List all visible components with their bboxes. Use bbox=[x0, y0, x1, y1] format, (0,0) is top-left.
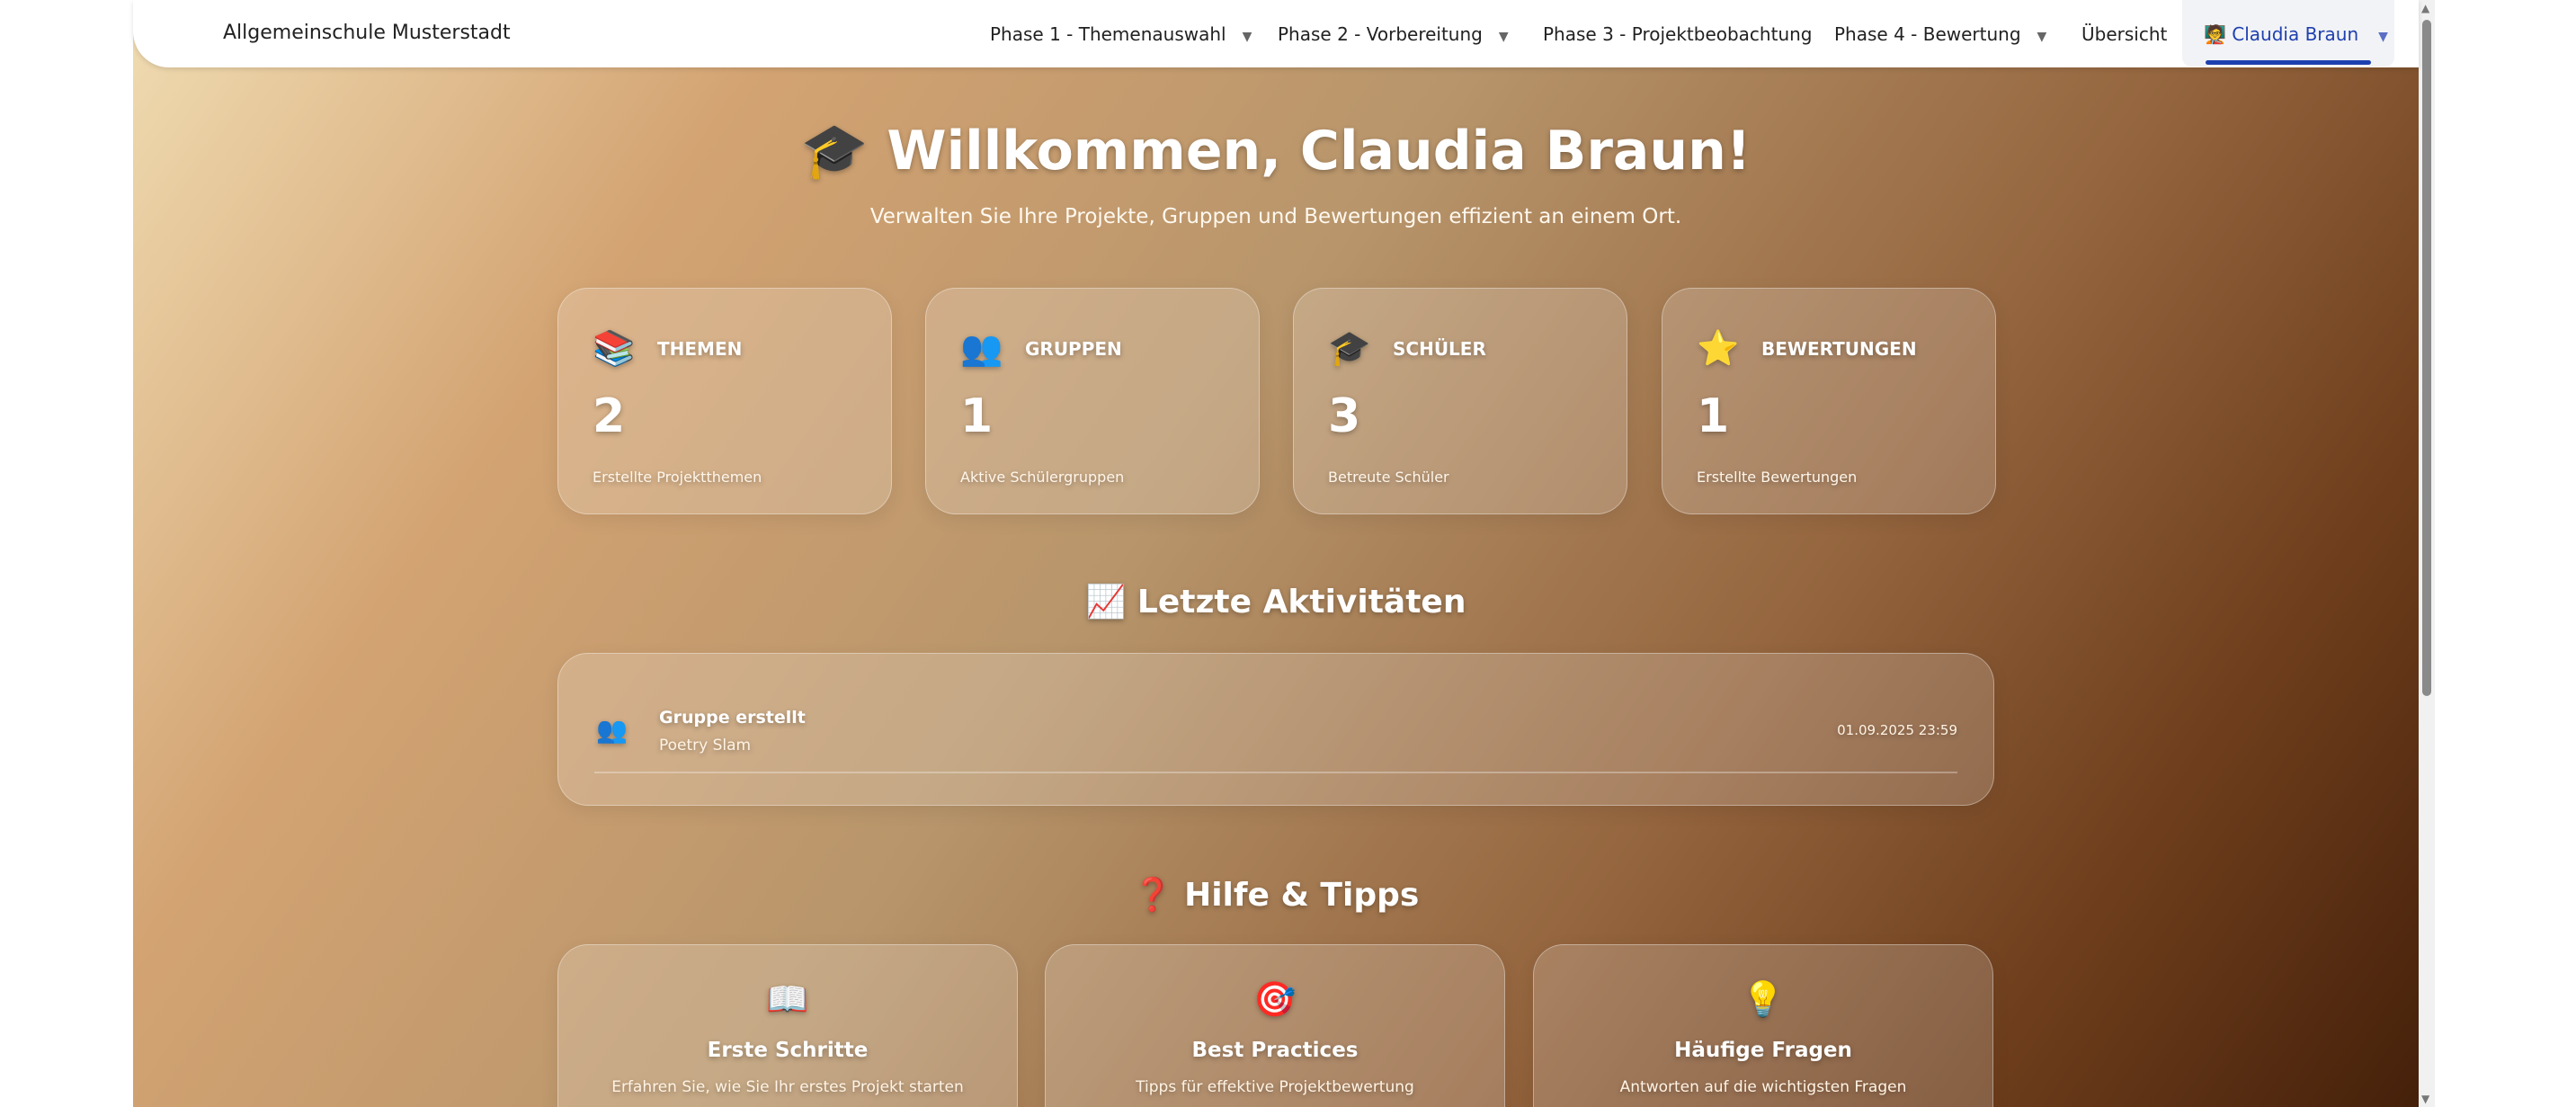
graduation-cap-icon: 🎓 bbox=[1328, 328, 1371, 368]
stat-label: BEWERTUNGEN bbox=[1761, 338, 1917, 360]
stat-card-schueler[interactable]: 🎓 SCHÜLER 3 Betreute Schüler bbox=[1293, 288, 1627, 514]
nav-label: Phase 3 - Projektbeobachtung bbox=[1543, 23, 1813, 45]
target-icon: 🎯 bbox=[1253, 979, 1297, 1019]
question-mark-icon: ❓ bbox=[1132, 877, 1173, 914]
scroll-down-arrow-icon[interactable]: ▼ bbox=[2421, 1093, 2430, 1105]
chevron-down-icon: ▼ bbox=[2037, 30, 2047, 44]
nav-label: Übersicht bbox=[2081, 23, 2168, 45]
help-desc: Antworten auf die wichtigsten Fragen bbox=[1619, 1078, 1907, 1096]
books-icon: 📚 bbox=[593, 328, 636, 368]
activity-title: Gruppe erstellt bbox=[659, 708, 806, 728]
nav-phase-2[interactable]: Phase 2 - Vorbereitung ▼ bbox=[1278, 23, 1509, 45]
page-title: 🎓 Willkommen, Claudia Braun! bbox=[133, 119, 2419, 183]
user-menu[interactable]: 🧑‍🏫 Claudia Braun ▼ bbox=[2182, 0, 2394, 67]
stat-desc: Erstellte Projektthemen bbox=[593, 469, 762, 486]
nav-label: Phase 2 - Vorbereitung bbox=[1278, 23, 1483, 45]
stat-label: GRUPPEN bbox=[1025, 338, 1122, 360]
activities-card: 👥 Gruppe erstellt Poetry Slam 01.09.2025… bbox=[557, 653, 1994, 806]
stat-label: THEMEN bbox=[657, 338, 743, 360]
nav-label: Phase 4 - Bewertung bbox=[1834, 23, 2021, 45]
nav-label: Phase 1 - Themenauswahl bbox=[990, 23, 1226, 45]
help-desc: Tipps für effektive Projektbewertung bbox=[1136, 1078, 1414, 1096]
top-navbar: Allgemeinschule Musterstadt Phase 1 - Th… bbox=[133, 0, 2419, 67]
activity-subtitle: Poetry Slam bbox=[659, 737, 752, 754]
chevron-down-icon: ▼ bbox=[1498, 30, 1509, 44]
teacher-icon: 🧑‍🏫 bbox=[2204, 23, 2226, 45]
scrollbar[interactable]: ▲ ▼ bbox=[2419, 0, 2435, 1107]
page-subtitle: Verwalten Sie Ihre Projekte, Gruppen und… bbox=[869, 205, 1682, 228]
stat-card-themen[interactable]: 📚 THEMEN 2 Erstellte Projektthemen bbox=[557, 288, 892, 514]
user-name: Claudia Braun bbox=[2232, 23, 2359, 45]
graduation-cap-icon: 🎓 bbox=[800, 120, 869, 183]
brand[interactable]: Allgemeinschule Musterstadt bbox=[223, 22, 511, 44]
nav-phase-4[interactable]: Phase 4 - Bewertung ▼ bbox=[1834, 23, 2046, 45]
nav-phase-1[interactable]: Phase 1 - Themenauswahl ▼ bbox=[990, 23, 1252, 45]
help-title: Best Practices bbox=[1191, 1039, 1359, 1062]
light-bulb-icon: 💡 bbox=[1742, 979, 1785, 1019]
stat-value: 2 bbox=[593, 389, 626, 443]
open-book-icon: 📖 bbox=[766, 979, 809, 1019]
scroll-up-arrow-icon[interactable]: ▲ bbox=[2421, 2, 2430, 14]
stat-value: 1 bbox=[960, 389, 994, 443]
star-icon: ⭐ bbox=[1697, 328, 1740, 368]
stat-desc: Erstellte Bewertungen bbox=[1697, 469, 1858, 486]
stat-value: 1 bbox=[1697, 389, 1730, 443]
help-title: Erste Schritte bbox=[707, 1039, 869, 1062]
group-icon: 👥 bbox=[596, 715, 628, 745]
nav-uebersicht[interactable]: Übersicht bbox=[2081, 23, 2167, 45]
help-heading: ❓ Hilfe & Tipps bbox=[133, 876, 2419, 914]
group-icon: 👥 bbox=[960, 328, 1003, 368]
chart-increasing-icon: 📈 bbox=[1085, 584, 1127, 620]
activity-date: 01.09.2025 23:59 bbox=[1837, 722, 1957, 738]
scrollbar-thumb[interactable] bbox=[2422, 20, 2431, 696]
active-indicator bbox=[2206, 60, 2371, 65]
stat-card-gruppen[interactable]: 👥 GRUPPEN 1 Aktive Schülergruppen bbox=[925, 288, 1260, 514]
stat-desc: Aktive Schülergruppen bbox=[960, 469, 1125, 486]
stat-value: 3 bbox=[1328, 389, 1361, 443]
chevron-down-icon: ▼ bbox=[1242, 30, 1252, 44]
title-text: Willkommen, Claudia Braun! bbox=[887, 120, 1752, 183]
stat-card-bewertungen[interactable]: ⭐ BEWERTUNGEN 1 Erstellte Bewertungen bbox=[1662, 288, 1996, 514]
divider bbox=[594, 772, 1957, 773]
heading-text: Hilfe & Tipps bbox=[1184, 877, 1420, 914]
chevron-down-icon: ▼ bbox=[2378, 30, 2388, 44]
nav-phase-3[interactable]: Phase 3 - Projektbeobachtung bbox=[1543, 23, 1813, 45]
help-card-best-practices[interactable]: 🎯 Best Practices Tipps für effektive Pro… bbox=[1045, 944, 1505, 1107]
heading-text: Letzte Aktivitäten bbox=[1136, 584, 1466, 620]
help-card-erste-schritte[interactable]: 📖 Erste Schritte Erfahren Sie, wie Sie I… bbox=[557, 944, 1018, 1107]
help-card-faq[interactable]: 💡 Häufige Fragen Antworten auf die wicht… bbox=[1533, 944, 1993, 1107]
activities-heading: 📈 Letzte Aktivitäten bbox=[133, 583, 2419, 620]
stat-label: SCHÜLER bbox=[1393, 338, 1486, 360]
help-desc: Erfahren Sie, wie Sie Ihr erstes Projekt… bbox=[611, 1078, 964, 1096]
stat-desc: Betreute Schüler bbox=[1328, 469, 1449, 486]
main-content: 🎓 Willkommen, Claudia Braun! Verwalten S… bbox=[133, 0, 2419, 1107]
help-title: Häufige Fragen bbox=[1674, 1039, 1852, 1062]
